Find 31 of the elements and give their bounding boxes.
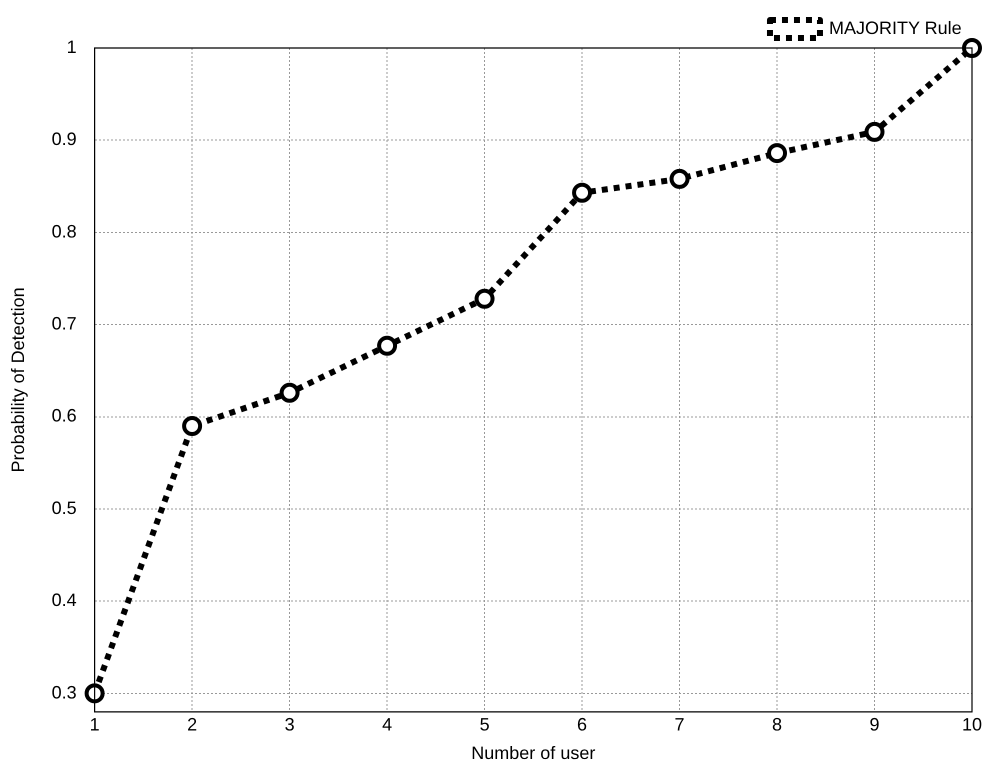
x-tick-label: 6 xyxy=(577,714,588,735)
point xyxy=(864,122,885,142)
y-axis-title: Probability of Detection xyxy=(8,287,28,472)
point xyxy=(670,168,690,189)
y-tick-label: 0.5 xyxy=(52,498,77,518)
y-tick-label: 1 xyxy=(66,36,77,57)
x-tick-label: 7 xyxy=(674,714,685,735)
y-tick-label: 0.4 xyxy=(52,590,77,610)
x-tick-label: 5 xyxy=(480,714,490,735)
legend-label: MAJORITY Rule xyxy=(828,18,962,38)
y-tick-label: 0.3 xyxy=(52,682,77,702)
y-tick-label: 0.9 xyxy=(52,129,77,150)
point xyxy=(572,182,592,203)
y-tick-label: 0.7 xyxy=(52,314,77,334)
y-tick-label: 0.6 xyxy=(52,406,77,426)
point xyxy=(767,143,788,164)
x-tick-label: 10 xyxy=(962,714,982,735)
x-tick-label: 3 xyxy=(284,714,295,735)
point xyxy=(474,288,495,309)
x-tick-label: 1 xyxy=(90,714,100,735)
point xyxy=(962,38,982,58)
y-tick-label: 0.8 xyxy=(52,221,77,242)
x-axis-title: Number of user xyxy=(471,743,596,764)
point xyxy=(182,416,202,436)
point xyxy=(377,336,398,356)
x-tick-label: 9 xyxy=(870,714,880,735)
point xyxy=(84,683,105,704)
x-tick-label: 8 xyxy=(772,714,782,735)
x-tick-label: 4 xyxy=(382,714,392,735)
point xyxy=(280,382,300,403)
x-tick-label: 2 xyxy=(187,714,198,735)
